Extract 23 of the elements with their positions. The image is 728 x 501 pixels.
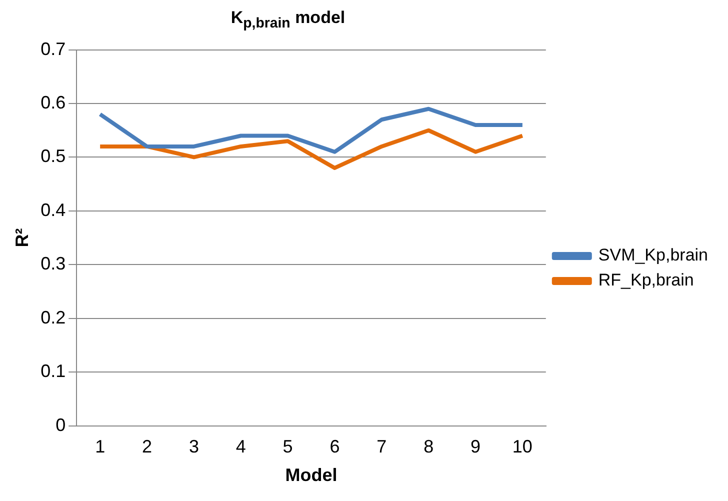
- x-tick-label: 8: [424, 436, 434, 457]
- x-tick-label: 6: [330, 436, 340, 457]
- legend-label: RF_Kp,brain: [598, 270, 694, 290]
- x-axis-title: Model: [285, 465, 338, 486]
- x-tick-label: 10: [512, 436, 532, 457]
- y-tick-label: 0.4: [40, 200, 66, 220]
- y-tick-label: 0.7: [40, 38, 66, 59]
- x-tick-label: 7: [376, 436, 387, 457]
- y-tick-label: 0.1: [40, 361, 66, 382]
- chart-title: K$_{p,brain}$ model: [230, 8, 346, 32]
- y-tick-label: 0.2: [40, 307, 66, 328]
- x-tick-label: 9: [470, 436, 481, 457]
- x-tick-label: 3: [188, 436, 199, 457]
- y-tick-label: 0.5: [40, 146, 66, 166]
- y-axis-title: R²: [12, 228, 32, 248]
- y-tick-label: 0.6: [40, 92, 66, 112]
- y-tick-label: 0: [56, 414, 66, 435]
- x-tick-label: 1: [95, 436, 106, 457]
- y-tick-label: 0.3: [40, 254, 66, 274]
- x-tick-label: 2: [142, 436, 152, 457]
- legend-label: SVM_Kp,brain: [598, 246, 708, 265]
- x-tick-label: 5: [282, 436, 293, 457]
- x-tick-label: 4: [236, 436, 246, 457]
